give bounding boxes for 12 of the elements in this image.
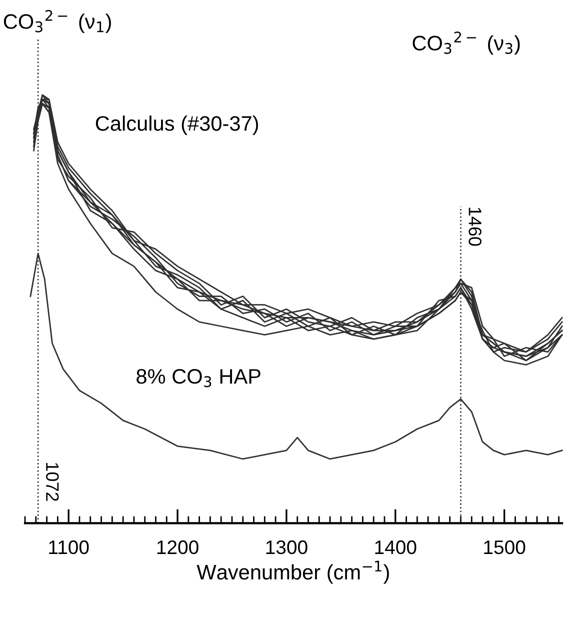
- x-tick-label: 1400: [375, 540, 416, 554]
- x-tick-label: 1500: [484, 540, 526, 554]
- text: CO$_{3}$$^{2−}$ (ν$_{3}$): [412, 32, 520, 55]
- ref-line-label: 1072: [46, 463, 59, 501]
- x-axis-title: Wavenumber (cm$^{−1}$): [196, 560, 389, 584]
- annotation: 8% CO$_{3}$ HAP: [136, 369, 260, 388]
- annotation: Calculus (#30-37): [96, 116, 258, 135]
- x-tick-label: 1200: [157, 540, 198, 554]
- x-tick-label: 1100: [49, 540, 89, 554]
- text: CO$_{3}$$^{2−}$ (ν$_{1}$): [4, 10, 111, 34]
- ref-line-label: 1460: [468, 208, 482, 246]
- x-tick-label: 1300: [266, 540, 308, 554]
